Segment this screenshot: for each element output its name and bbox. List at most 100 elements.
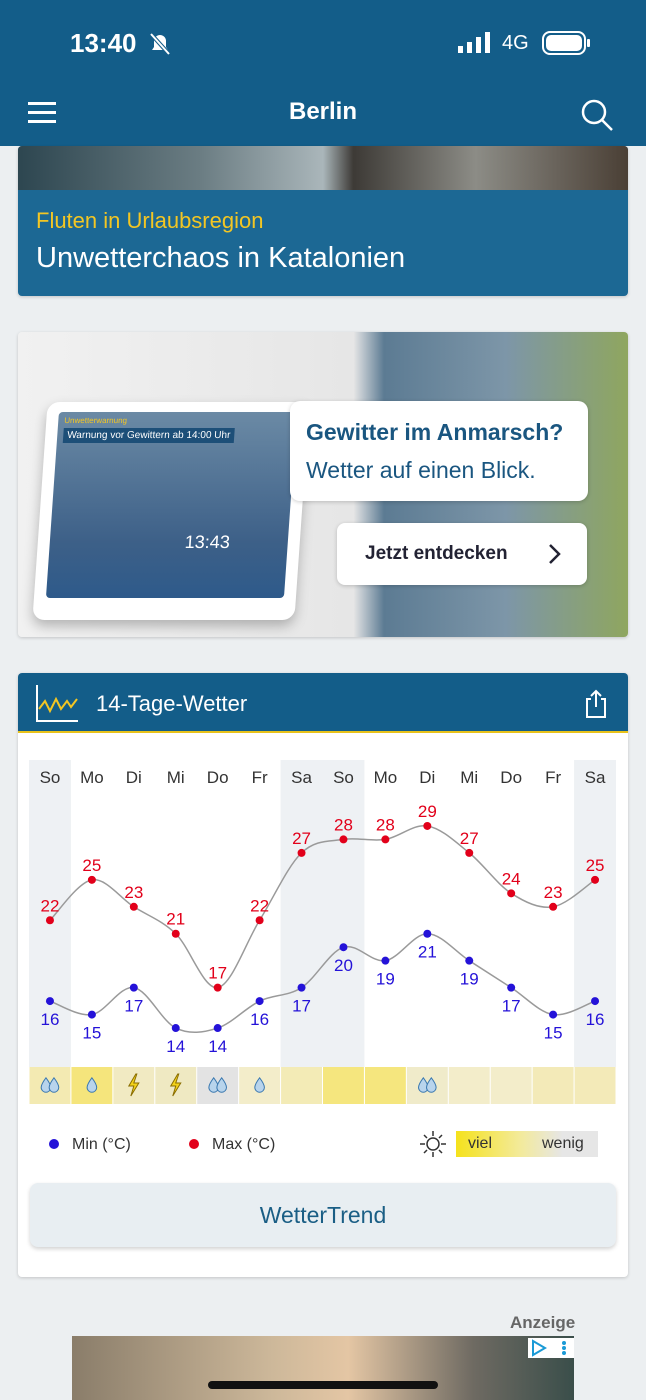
legend-marker bbox=[189, 1139, 199, 1149]
weather-cell bbox=[532, 1067, 574, 1104]
temperature-label: 16 bbox=[41, 1010, 60, 1029]
temperature-point bbox=[297, 848, 306, 857]
chevron bbox=[549, 544, 561, 564]
day-label: So bbox=[333, 768, 354, 787]
day-label: So bbox=[40, 768, 61, 787]
news-image bbox=[18, 146, 628, 190]
temperature-label: 25 bbox=[82, 856, 101, 875]
speech-bubble: Gewitter im Anmarsch? Wetter auf einen B… bbox=[290, 401, 588, 501]
temperature-point bbox=[87, 875, 96, 884]
temperature-point bbox=[171, 929, 180, 938]
day-label: Di bbox=[419, 768, 435, 787]
temperature-label: 17 bbox=[208, 964, 227, 983]
rain-icon bbox=[86, 1076, 98, 1093]
ad-image[interactable] bbox=[72, 1336, 574, 1400]
day-label: Mi bbox=[167, 768, 185, 787]
sun-scale: viel wenig bbox=[456, 1131, 598, 1157]
signal-icon bbox=[458, 32, 490, 53]
wettertrend-button[interactable]: WetterTrend bbox=[30, 1183, 616, 1247]
temperature-label: 29 bbox=[418, 802, 437, 821]
temperature-label: 14 bbox=[166, 1037, 185, 1056]
mute-icon bbox=[149, 32, 171, 56]
menu-button[interactable] bbox=[28, 100, 58, 126]
temperature-point bbox=[465, 848, 474, 857]
day-label: Fr bbox=[252, 768, 268, 787]
battery-icon bbox=[542, 31, 590, 55]
rain-icon bbox=[254, 1076, 265, 1093]
legend-item: Min (°C) bbox=[49, 1136, 131, 1153]
temperature-label: 23 bbox=[124, 883, 143, 902]
temperature-point bbox=[129, 902, 138, 911]
day-label: Sa bbox=[585, 768, 606, 787]
temperature-point bbox=[255, 997, 264, 1006]
day-label: Di bbox=[126, 768, 142, 787]
temperature-point bbox=[339, 943, 348, 952]
ad-label: Anzeige bbox=[510, 1313, 576, 1332]
clock: 13:40 bbox=[70, 28, 137, 58]
tablet-clock: 13:43 bbox=[184, 532, 231, 552]
thunder-icon bbox=[169, 1073, 182, 1097]
temperature-label: 23 bbox=[544, 883, 563, 902]
temperature-label: 20 bbox=[334, 956, 353, 975]
legend-marker bbox=[49, 1139, 59, 1149]
news-headline: Unwetterchaos in Katalonien bbox=[36, 242, 406, 274]
temperature-point bbox=[213, 983, 222, 992]
legend: viel wenig Max (°C) Min (°C) bbox=[18, 1129, 628, 1159]
tablet-image: Unwetterwarnung Warnung vor Gewittern ab… bbox=[32, 402, 310, 620]
temperature-label: 19 bbox=[460, 970, 479, 989]
news-kicker: Fluten in Urlaubsregion bbox=[36, 208, 264, 233]
temperature-label: 15 bbox=[544, 1024, 563, 1043]
temperature-label: 28 bbox=[334, 815, 353, 834]
top-bar: 13:40 4G Berlin bbox=[0, 0, 646, 146]
weather-cell bbox=[574, 1067, 616, 1104]
forecast-header: 14-Tage-Wetter bbox=[18, 673, 628, 733]
promo-subline: Wetter auf einen Blick. bbox=[306, 457, 536, 483]
rain-icon bbox=[48, 1076, 60, 1093]
temperature-point bbox=[507, 983, 516, 992]
weekend-shade bbox=[322, 760, 365, 1067]
wettertrend-label: WetterTrend bbox=[259, 1202, 387, 1228]
tablet-banner: Unwetterwarnung bbox=[64, 416, 128, 425]
promo-headline: Gewitter im Anmarsch? bbox=[306, 419, 564, 445]
day-label: Do bbox=[207, 768, 229, 787]
share-button[interactable] bbox=[584, 689, 608, 719]
temperature-line bbox=[49, 932, 596, 1034]
news-card[interactable]: Fluten in Urlaubsregion Unwetterchaos in… bbox=[18, 146, 628, 296]
temperature-point bbox=[591, 997, 600, 1006]
temperature-label: 21 bbox=[418, 943, 437, 962]
legend-label: Max (°C) bbox=[212, 1136, 275, 1153]
temperature-point bbox=[255, 916, 264, 925]
temperature-label: 16 bbox=[250, 1010, 269, 1029]
temperature-point bbox=[213, 1024, 222, 1033]
temperature-label: 17 bbox=[292, 997, 311, 1016]
temperature-point bbox=[549, 902, 558, 911]
temperature-label: 17 bbox=[502, 997, 521, 1016]
rain-icon bbox=[40, 1076, 52, 1093]
home-indicator bbox=[208, 1381, 438, 1389]
rain-icon bbox=[426, 1076, 437, 1093]
temperature-point bbox=[297, 983, 306, 992]
day-label: Sa bbox=[291, 768, 312, 787]
legend-item: Max (°C) bbox=[189, 1136, 275, 1153]
chart-icon bbox=[36, 685, 78, 722]
day-label: Mi bbox=[460, 768, 478, 787]
temperature-point bbox=[591, 875, 600, 884]
ad-choices[interactable] bbox=[528, 1338, 574, 1358]
search-button[interactable] bbox=[580, 98, 614, 132]
promo-card[interactable]: Unwetterwarnung Warnung vor Gewittern ab… bbox=[18, 332, 628, 637]
temperature-point bbox=[381, 956, 390, 965]
forecast-title: 14-Tage-Wetter bbox=[96, 691, 248, 716]
temperature-label: 17 bbox=[124, 997, 143, 1016]
temperature-point bbox=[465, 956, 474, 965]
sun-low-label: wenig bbox=[542, 1135, 584, 1152]
forecast-card: 14-Tage-Wetter So Mo Di Mi Do Fr Sa So Mo Di Mi Do F… bbox=[18, 673, 628, 1277]
temperature-label: 27 bbox=[292, 829, 311, 848]
temperature-point bbox=[507, 889, 516, 898]
promo-button[interactable]: Jetzt entdecken bbox=[337, 523, 587, 585]
tablet-screen: Unwetterwarnung Warnung vor Gewittern ab… bbox=[45, 412, 297, 598]
network: 4G bbox=[502, 32, 529, 54]
temperature-point bbox=[381, 835, 390, 844]
city-title: Berlin bbox=[288, 98, 357, 125]
temperature-label: 14 bbox=[208, 1037, 227, 1056]
